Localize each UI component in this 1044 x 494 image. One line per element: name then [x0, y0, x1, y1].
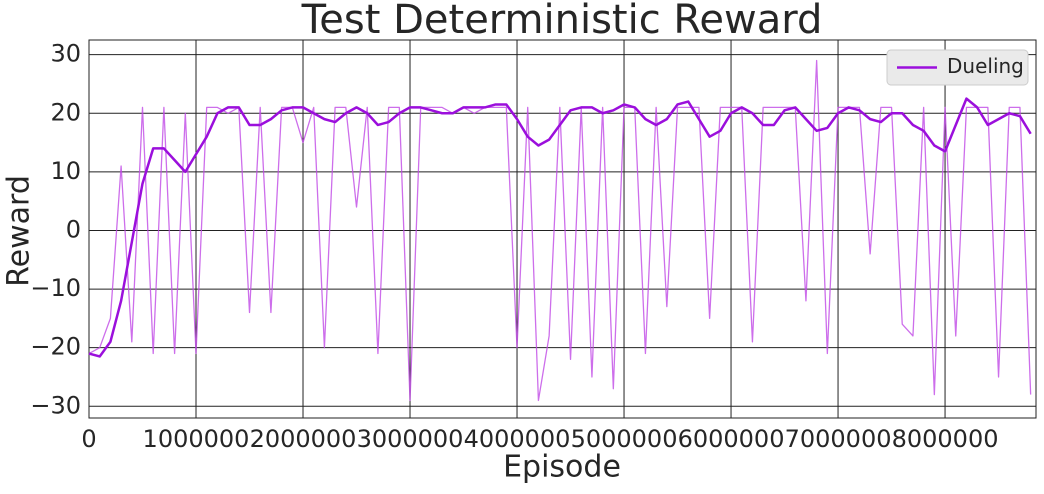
- y-tick-label: −20: [30, 333, 81, 361]
- x-tick-label: 8000000: [892, 425, 999, 453]
- raw-line: [88, 59, 1032, 402]
- x-tick-label: 6000000: [678, 425, 785, 453]
- x-tick-label: 5000000: [571, 425, 678, 453]
- x-tick-label: 7000000: [785, 425, 892, 453]
- y-tick-label: 30: [50, 40, 81, 68]
- x-axis-label: Episode: [503, 450, 621, 485]
- y-tick-label: −10: [30, 274, 81, 302]
- plot-frame: [88, 39, 1037, 419]
- x-tick-label: 1000000: [143, 425, 250, 453]
- legend-box: [886, 49, 1029, 86]
- y-tick-label: 10: [50, 157, 81, 185]
- y-axis-label: Reward: [2, 175, 37, 287]
- y-tick-label: −30: [30, 391, 81, 419]
- x-tick-label: 2000000: [250, 425, 357, 453]
- smoothed-line: [88, 97, 1032, 358]
- chart-title: Test Deterministic Reward: [301, 0, 823, 43]
- y-tick-label: 0: [66, 215, 81, 243]
- legend-label: Dueling: [947, 54, 1024, 78]
- x-tick-label: 4000000: [464, 425, 571, 453]
- x-tick-label: 3000000: [357, 425, 464, 453]
- x-tick-label: 0: [81, 425, 96, 453]
- y-tick-label: 20: [50, 98, 81, 126]
